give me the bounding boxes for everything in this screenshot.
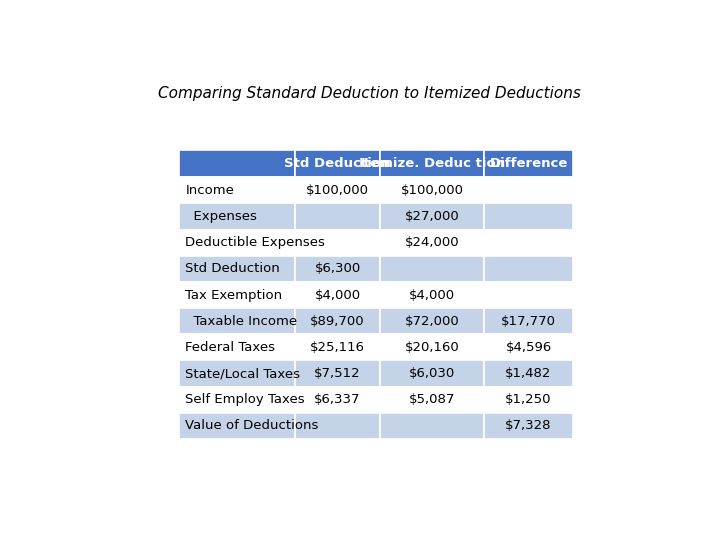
Bar bbox=[179, 361, 295, 387]
Bar bbox=[380, 413, 485, 439]
Text: $4,596: $4,596 bbox=[505, 341, 552, 354]
Bar bbox=[380, 308, 485, 334]
Bar bbox=[179, 204, 295, 230]
Bar bbox=[380, 150, 485, 177]
Bar bbox=[179, 334, 295, 361]
Text: $100,000: $100,000 bbox=[306, 184, 369, 197]
Text: $24,000: $24,000 bbox=[405, 236, 459, 249]
Bar bbox=[485, 413, 573, 439]
Bar bbox=[295, 361, 380, 387]
Bar bbox=[179, 177, 295, 204]
Bar bbox=[485, 256, 573, 282]
Bar bbox=[179, 150, 295, 177]
Text: Federal Taxes: Federal Taxes bbox=[185, 341, 275, 354]
Bar bbox=[485, 334, 573, 361]
Bar bbox=[380, 256, 485, 282]
Bar bbox=[295, 150, 380, 177]
Bar bbox=[380, 177, 485, 204]
Text: Std Deduction: Std Deduction bbox=[185, 262, 280, 275]
Text: $20,160: $20,160 bbox=[405, 341, 459, 354]
Bar bbox=[485, 177, 573, 204]
Text: $6,300: $6,300 bbox=[315, 262, 361, 275]
Text: Std Deduction: Std Deduction bbox=[284, 157, 391, 170]
Bar bbox=[179, 230, 295, 256]
Text: Itemize. Deduc tion: Itemize. Deduc tion bbox=[359, 157, 505, 170]
Bar bbox=[380, 282, 485, 308]
Text: $89,700: $89,700 bbox=[310, 315, 365, 328]
Text: $6,337: $6,337 bbox=[315, 393, 361, 406]
Text: Income: Income bbox=[185, 184, 234, 197]
Text: Tax Exemption: Tax Exemption bbox=[185, 288, 282, 301]
Text: $72,000: $72,000 bbox=[405, 315, 459, 328]
Bar bbox=[179, 308, 295, 334]
Text: Self Employ Taxes: Self Employ Taxes bbox=[185, 393, 305, 406]
Text: $1,482: $1,482 bbox=[505, 367, 552, 380]
Bar bbox=[485, 204, 573, 230]
Text: $5,087: $5,087 bbox=[409, 393, 455, 406]
Bar bbox=[485, 282, 573, 308]
Bar bbox=[295, 230, 380, 256]
Text: $17,770: $17,770 bbox=[501, 315, 556, 328]
Bar bbox=[179, 282, 295, 308]
Bar bbox=[485, 230, 573, 256]
Bar bbox=[295, 282, 380, 308]
Text: Taxable Income: Taxable Income bbox=[185, 315, 297, 328]
Bar bbox=[380, 361, 485, 387]
Bar bbox=[295, 334, 380, 361]
Text: Deductible Expenses: Deductible Expenses bbox=[185, 236, 325, 249]
Bar bbox=[295, 204, 380, 230]
Text: $6,030: $6,030 bbox=[409, 367, 455, 380]
Bar bbox=[295, 256, 380, 282]
Text: $4,000: $4,000 bbox=[315, 288, 361, 301]
Bar bbox=[179, 256, 295, 282]
Text: Expenses: Expenses bbox=[185, 210, 257, 223]
Text: State/Local Taxes: State/Local Taxes bbox=[185, 367, 300, 380]
Bar bbox=[380, 230, 485, 256]
Bar bbox=[380, 334, 485, 361]
Text: $7,512: $7,512 bbox=[314, 367, 361, 380]
Bar bbox=[485, 361, 573, 387]
Bar bbox=[485, 308, 573, 334]
Bar bbox=[380, 204, 485, 230]
Text: $25,116: $25,116 bbox=[310, 341, 365, 354]
Text: Comparing Standard Deduction to Itemized Deductions: Comparing Standard Deduction to Itemized… bbox=[158, 86, 580, 102]
Text: $100,000: $100,000 bbox=[400, 184, 464, 197]
Text: $4,000: $4,000 bbox=[409, 288, 455, 301]
Text: $27,000: $27,000 bbox=[405, 210, 459, 223]
Text: Difference: Difference bbox=[490, 157, 568, 170]
Bar bbox=[295, 308, 380, 334]
Bar bbox=[485, 387, 573, 413]
Bar bbox=[485, 150, 573, 177]
Bar bbox=[295, 413, 380, 439]
Bar bbox=[179, 387, 295, 413]
Bar bbox=[380, 387, 485, 413]
Bar bbox=[295, 177, 380, 204]
Bar bbox=[295, 387, 380, 413]
Text: Value of Deductions: Value of Deductions bbox=[185, 420, 319, 433]
Text: $7,328: $7,328 bbox=[505, 420, 552, 433]
Text: $1,250: $1,250 bbox=[505, 393, 552, 406]
Bar bbox=[179, 413, 295, 439]
